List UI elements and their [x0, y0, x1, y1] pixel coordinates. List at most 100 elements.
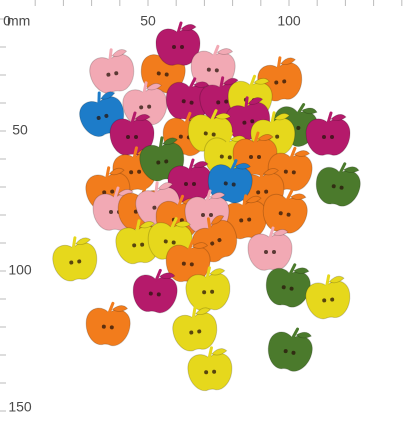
- button-hole: [179, 218, 184, 223]
- apple-body: [109, 118, 155, 156]
- apple-stem: [326, 111, 333, 125]
- apple-leaf: [330, 114, 347, 121]
- apple-leaf: [209, 192, 226, 199]
- button-hole: [133, 209, 138, 214]
- button-hole: [282, 79, 287, 84]
- button-hole: [239, 218, 244, 223]
- apple-stem: [188, 158, 195, 172]
- apple-leaf: [293, 150, 311, 157]
- button-hole: [224, 99, 229, 104]
- button-hole: [147, 104, 152, 109]
- apple-body: [265, 267, 311, 308]
- button-hole: [210, 289, 215, 294]
- apple-stem: [142, 81, 148, 95]
- button-hole: [231, 182, 236, 187]
- apple-leaf: [174, 220, 191, 228]
- apple-leaf: [108, 167, 125, 176]
- button-hole: [164, 72, 169, 77]
- apple-stem: [244, 96, 249, 110]
- button-hole: [201, 213, 205, 217]
- apple-leaf: [247, 97, 264, 105]
- apple-stem: [338, 162, 347, 175]
- button-hole: [339, 185, 344, 190]
- apple-body: [305, 280, 351, 320]
- button-hole: [114, 71, 119, 76]
- apple-stem: [135, 219, 141, 233]
- apple-stem: [158, 136, 164, 150]
- button-hole: [214, 68, 219, 73]
- apple-leaf: [234, 162, 251, 170]
- apple-stem: [205, 189, 212, 203]
- button-hole: [126, 135, 130, 139]
- button-hole: [180, 45, 184, 49]
- button-hole: [217, 238, 222, 243]
- apple-stem: [289, 146, 297, 160]
- button-hole: [211, 132, 216, 137]
- apple-button: [85, 301, 131, 347]
- button-hole: [156, 71, 161, 76]
- apple-stem: [207, 346, 213, 360]
- apple-button: [262, 189, 308, 234]
- button-hole: [330, 297, 335, 302]
- button-hole: [132, 243, 137, 248]
- apple-stem: [225, 131, 233, 145]
- apple-leaf: [216, 48, 234, 55]
- apple-leaf: [158, 272, 176, 280]
- apple-stem: [132, 146, 138, 160]
- apple-button: [305, 111, 351, 156]
- apple-body: [85, 307, 131, 347]
- button-hole: [289, 286, 294, 291]
- button-hole: [296, 125, 301, 130]
- apple-stem: [107, 301, 115, 315]
- apple-stem: [285, 189, 294, 202]
- button-hole: [322, 298, 327, 303]
- button-hole: [77, 259, 82, 264]
- button-hole: [264, 189, 269, 194]
- button-hole: [101, 324, 106, 329]
- apple-body: [172, 312, 218, 352]
- apple-stem: [296, 103, 306, 115]
- apple-leaf: [157, 182, 174, 190]
- button-hole: [283, 349, 288, 354]
- button-hole: [281, 285, 286, 290]
- button-hole: [272, 250, 276, 254]
- button-hole: [206, 67, 211, 72]
- button-hole: [216, 100, 221, 105]
- ruler-y-label: 150: [8, 399, 32, 415]
- apple-leaf: [295, 331, 312, 339]
- apple-leaf: [293, 267, 310, 274]
- apple-stem: [259, 166, 265, 180]
- apple-body: [305, 118, 351, 156]
- button-hole: [69, 260, 74, 265]
- button-hole: [330, 135, 334, 139]
- button-hole: [178, 134, 183, 139]
- apple-stem: [268, 226, 275, 240]
- apple-leaf: [257, 134, 274, 141]
- button-hole: [134, 135, 138, 139]
- apple-stem: [242, 194, 248, 208]
- apple-button: [267, 327, 313, 372]
- apple-stem: [270, 111, 276, 125]
- apple-button: [155, 21, 201, 66]
- apple-stem: [187, 238, 195, 252]
- ruler-y-label: 50: [12, 122, 28, 138]
- apple-stem: [154, 268, 162, 282]
- apple-leaf: [180, 24, 197, 31]
- button-hole: [247, 217, 252, 222]
- apple-body: [267, 331, 313, 372]
- apple-button: [109, 111, 155, 156]
- apple-stem: [71, 236, 77, 250]
- button-hole: [249, 155, 253, 159]
- apple-leaf: [222, 77, 239, 86]
- apple-body: [315, 166, 361, 207]
- apple-leaf: [162, 137, 178, 146]
- apple-leaf: [100, 91, 116, 100]
- apple-leaf: [214, 112, 231, 120]
- apple-button: [132, 268, 178, 314]
- apple-stem: [154, 181, 159, 195]
- button-hole: [139, 105, 144, 110]
- button-hole: [156, 292, 161, 297]
- apple-leaf: [245, 195, 262, 204]
- apple-leaf: [111, 305, 129, 312]
